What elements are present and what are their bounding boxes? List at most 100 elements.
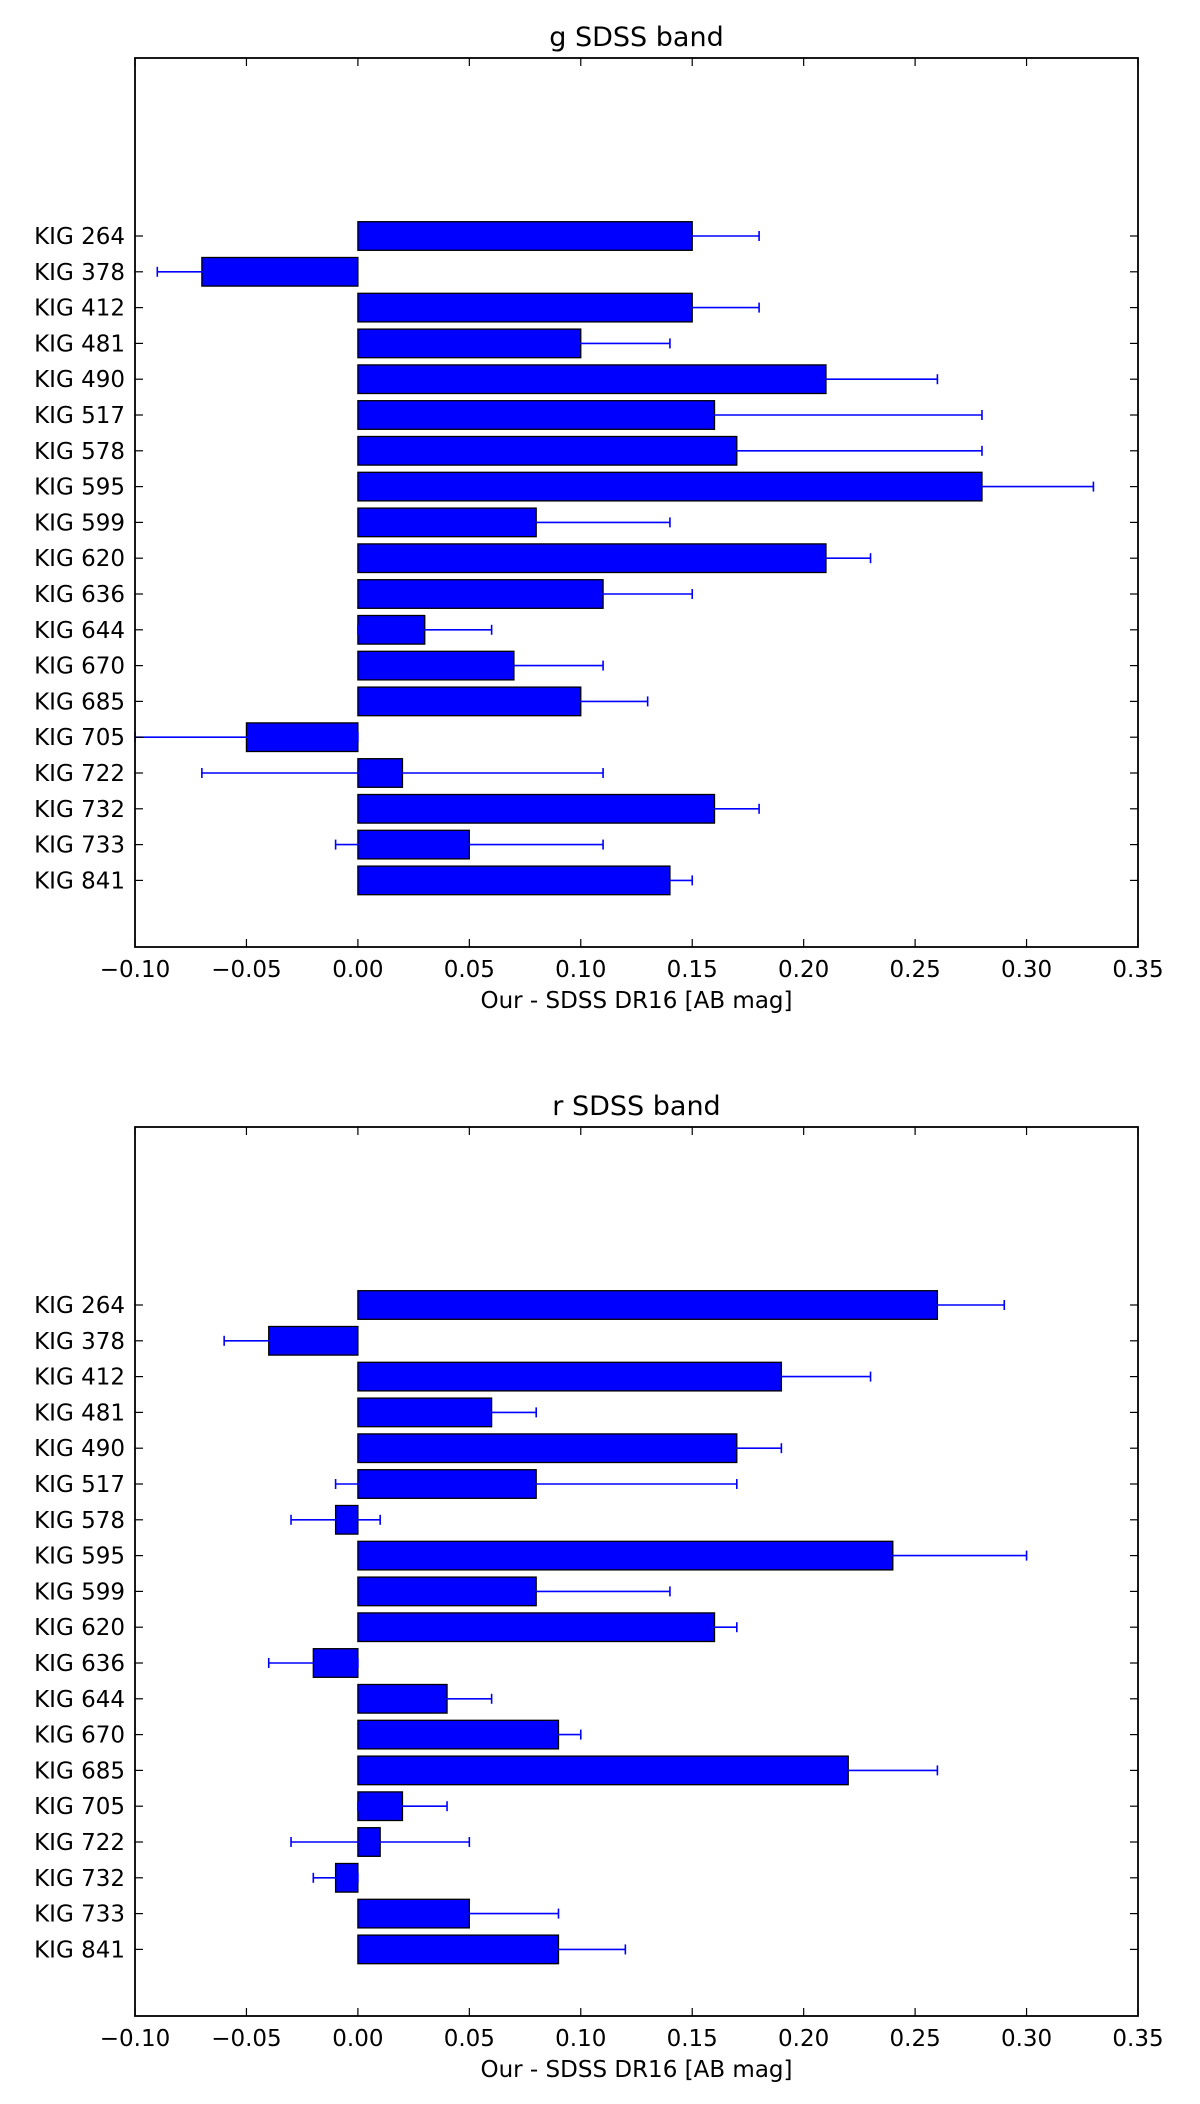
error-bar	[312, 1872, 359, 1883]
x-tick-label: 0.25	[890, 957, 941, 983]
category-label: KIG 841	[34, 1937, 125, 1963]
x-tick-label: 0.35	[1112, 2026, 1163, 2052]
error-bar	[713, 374, 939, 385]
category-label: KIG 733	[34, 833, 125, 859]
error-bar	[669, 803, 760, 814]
axes-frame	[134, 1126, 1139, 2017]
error-bar	[201, 768, 604, 778]
x-tick-label: −0.05	[211, 2026, 281, 2052]
category-label: KIG 841	[34, 868, 125, 894]
x-tick-label: 0.30	[1001, 957, 1052, 983]
error-bar	[691, 1443, 783, 1454]
error-bar	[869, 1300, 1006, 1310]
error-bar	[334, 1479, 738, 1489]
category-label: KIG 732	[34, 797, 125, 823]
error-bar	[334, 839, 604, 850]
axes-frame	[134, 57, 1139, 948]
error-bar	[758, 1550, 1028, 1561]
bar	[357, 793, 716, 824]
error-bar	[446, 410, 983, 420]
x-tick-label: 0.00	[332, 957, 383, 983]
x-tick-label: 0.00	[332, 2026, 383, 2052]
x-tick-label: 0.15	[667, 2026, 718, 2052]
x-tick-label: 0.15	[667, 957, 718, 983]
error-bar	[290, 1514, 381, 1525]
x-tick-label: −0.05	[211, 957, 281, 983]
category-label: KIG 264	[34, 1293, 125, 1319]
category-label: KIG 599	[34, 1579, 125, 1605]
x-tick-label: −0.10	[100, 957, 170, 983]
category-label: KIG 733	[34, 1902, 125, 1928]
error-bar	[869, 481, 1095, 492]
chart-g-band: g SDSS band KIG 264 KIG 378 KIG 412 KIG 481 K…	[34, 22, 1164, 1014]
category-label: KIG 722	[34, 1830, 125, 1856]
chart-title: r SDSS band	[552, 1091, 720, 1122]
x-tick-label: 0.05	[444, 2026, 495, 2052]
error-bar	[513, 696, 649, 707]
category-label: KIG 599	[34, 510, 125, 536]
error-bar	[490, 445, 983, 456]
x-tick-label: 0.05	[444, 957, 495, 983]
error-bar	[691, 1371, 872, 1382]
category-label: KIG 620	[34, 1615, 125, 1641]
error-bar	[267, 1658, 359, 1668]
category-label: KIG 732	[34, 1866, 125, 1892]
x-tick-label: 0.30	[1001, 2026, 1052, 2052]
error-bar	[357, 1801, 448, 1812]
error-bar	[513, 589, 694, 599]
error-bar	[446, 1407, 538, 1418]
category-label: KIG 705	[34, 1794, 125, 1820]
category-label: KIG 578	[34, 1508, 125, 1534]
x-tick-label: 0.10	[555, 2026, 606, 2052]
bar	[357, 1433, 738, 1464]
category-label: KIG 670	[34, 1723, 125, 1749]
category-label: KIG 644	[34, 618, 125, 644]
error-bar	[357, 624, 493, 635]
category-label: KIG 595	[34, 475, 125, 501]
category-label: KIG 264	[34, 224, 125, 250]
category-label: KIG 412	[34, 296, 125, 322]
bar	[357, 865, 671, 896]
category-label: KIG 685	[34, 689, 125, 715]
category-label: KIG 670	[34, 654, 125, 680]
bar	[357, 1290, 939, 1320]
x-tick-label: 0.20	[778, 2026, 829, 2052]
category-label: KIG 644	[34, 1687, 125, 1713]
category-label: KIG 378	[34, 1329, 125, 1355]
category-label: KIG 481	[34, 1400, 125, 1426]
error-bar	[401, 1693, 493, 1704]
error-bar	[290, 1837, 471, 1847]
category-label: KIG 490	[34, 1436, 125, 1462]
x-axis-label: Our - SDSS DR16 [AB mag]	[480, 988, 792, 1014]
category-label: KIG 517	[34, 1472, 125, 1498]
bar	[357, 543, 827, 574]
x-tick-label: −0.10	[100, 2026, 170, 2052]
error-bar	[379, 1908, 560, 1919]
category-label: KIG 481	[34, 331, 125, 357]
error-bar	[401, 517, 671, 528]
error-bar	[624, 231, 760, 241]
x-tick-label: 0.35	[1112, 957, 1163, 983]
error-bar	[490, 338, 671, 349]
error-bar	[156, 266, 248, 277]
error-bar	[535, 1729, 582, 1740]
x-axis-label: Our - SDSS DR16 [AB mag]	[480, 2057, 792, 2083]
category-label: KIG 636	[34, 1651, 125, 1677]
error-bar	[423, 660, 604, 671]
category-label: KIG 722	[34, 761, 125, 787]
category-label: KIG 378	[34, 260, 125, 286]
category-label: KIG 620	[34, 546, 125, 572]
category-label: KIG 517	[34, 403, 125, 429]
chart-title: g SDSS band	[549, 22, 723, 53]
category-label: KIG 705	[34, 725, 125, 751]
category-label: KIG 636	[34, 582, 125, 608]
bar	[357, 1397, 493, 1428]
bar	[357, 1719, 560, 1750]
error-bar	[624, 302, 760, 313]
x-tick-label: 0.25	[890, 2026, 941, 2052]
x-tick-label: 0.10	[555, 957, 606, 983]
category-label: KIG 595	[34, 1544, 125, 1570]
error-bar	[401, 1586, 671, 1597]
category-label: KIG 412	[34, 1365, 125, 1391]
